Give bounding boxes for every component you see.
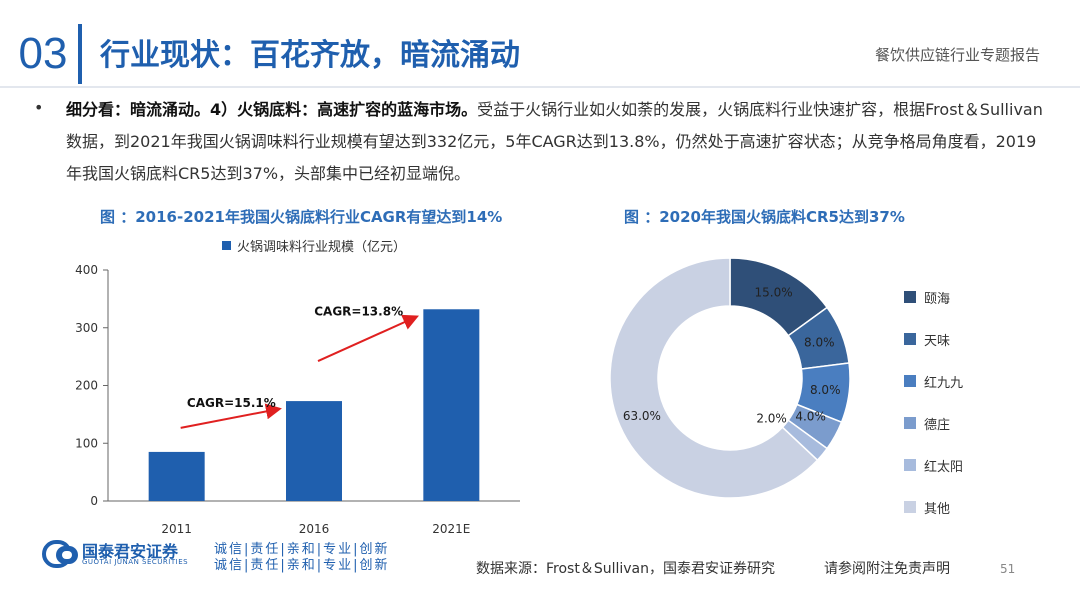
legend-label: 其他 <box>924 501 951 517</box>
slice-value-label: 8.0% <box>810 383 841 397</box>
growth-arrow <box>317 314 419 363</box>
company-motto: 诚信|责任|亲和|专业|创新 诚信|责任|亲和|专业|创新 <box>214 542 390 574</box>
section-number: 03 <box>8 24 82 84</box>
y-tick-label: 100 <box>75 436 98 450</box>
bar <box>148 451 205 501</box>
y-tick-label: 0 <box>90 494 98 508</box>
x-tick-label: 2016 <box>299 522 330 536</box>
legend-label: 红九九 <box>924 375 964 391</box>
logo-name-cn: 国泰君安证券 <box>82 542 179 561</box>
legend-item: 红九九 <box>904 360 963 402</box>
donut-chart: 15.0% 8.0% 8.0% 4.0% 2.0% 63.0% <box>609 258 851 498</box>
legend-label: 颐海 <box>924 291 951 307</box>
legend-item: 红太阳 <box>904 444 963 486</box>
pie-chart-title: 图 ：2020年我国火锅底料CR5达到37% <box>624 208 905 226</box>
slice-value-label: 4.0% <box>795 409 826 423</box>
bar-chart-title: 图 ：2016-2021年我国火锅底料行业CAGR有望达到14% <box>100 208 503 226</box>
donut-legend: 颐海天味红九九德庄红太阳其他 <box>904 276 963 528</box>
legend-swatch <box>904 417 916 429</box>
logo-name-en: GUOTAI JUNAN SECURITIES <box>82 558 189 566</box>
legend-label: 火锅调味料行业规模（亿元） <box>237 240 407 255</box>
slice-value-label: 2.0% <box>756 411 787 425</box>
slice-value-label: 63.0% <box>623 409 661 423</box>
donut-labels: 15.0% 8.0% 8.0% 4.0% 2.0% 63.0% <box>623 285 841 425</box>
donut-slice <box>609 258 819 498</box>
disclaimer-link[interactable]: 请参阅附注免责声明 <box>824 561 950 577</box>
paragraph-lead: 细分看：暗流涌动。4）火锅底料：高速扩容的蓝海市场。 <box>66 100 478 119</box>
legend-swatch <box>904 375 916 387</box>
data-source: 数据来源：Frost＆Sullivan，国泰君安证券研究 <box>476 561 775 577</box>
page-number: 51 <box>1000 562 1016 576</box>
legend-item: 其他 <box>904 486 963 528</box>
slice-value-label: 15.0% <box>755 285 793 299</box>
bar <box>423 309 480 501</box>
donut-slices <box>609 258 851 498</box>
growth-arrow <box>180 403 282 429</box>
x-tick-label: 2011 <box>161 522 192 536</box>
legend-item: 颐海 <box>904 276 963 318</box>
cagr-annotation: CAGR=15.1% <box>187 396 276 410</box>
body-paragraph: 细分看：暗流涌动。4）火锅底料：高速扩容的蓝海市场。受益于火锅行业如火如荼的发展… <box>66 94 1046 190</box>
y-tick-label: 300 <box>75 321 98 335</box>
legend-label: 天味 <box>924 333 951 349</box>
legend-swatch <box>904 291 916 303</box>
company-logo: 国泰君安证券 GUOTAI JUNAN SECURITIES <box>42 538 222 578</box>
legend-label: 德庄 <box>924 417 951 433</box>
legend-swatch <box>904 459 916 471</box>
legend-item: 德庄 <box>904 402 963 444</box>
bar-chart-legend: 火锅调味料行业规模（亿元） <box>222 236 406 255</box>
bullet-marker: • <box>34 98 44 117</box>
bar <box>286 401 342 501</box>
logo-emblem-icon <box>42 540 78 568</box>
paragraph-body: 受益于火锅行业如火如荼的发展，火锅底料行业快速扩容，根据Frost＆Sulliv… <box>66 100 1043 183</box>
slice-value-label: 8.0% <box>804 336 835 350</box>
legend-item: 天味 <box>904 318 963 360</box>
bar-chart-bars <box>148 309 480 501</box>
bar-chart-axes: 0 100 200 300 400 2011 2016 2021E <box>75 263 520 536</box>
legend-label: 红太阳 <box>924 459 964 475</box>
header-divider <box>0 86 1080 88</box>
motto-line: 诚信|责任|亲和|专业|创新 <box>214 542 390 557</box>
y-tick-label: 200 <box>75 379 98 393</box>
legend-swatch <box>222 241 231 250</box>
legend-swatch <box>904 501 916 513</box>
page-title: 行业现状：百花齐放，暗流涌动 <box>100 38 520 73</box>
legend-swatch <box>904 333 916 345</box>
report-name: 餐饮供应链行业专题报告 <box>874 46 1040 64</box>
x-tick-label: 2021E <box>432 522 470 536</box>
y-tick-label: 400 <box>75 263 98 277</box>
cagr-annotation: CAGR=13.8% <box>314 304 403 318</box>
bar-chart-annotations: CAGR=15.1% CAGR=13.8% <box>180 304 419 429</box>
motto-line: 诚信|责任|亲和|专业|创新 <box>214 558 390 573</box>
